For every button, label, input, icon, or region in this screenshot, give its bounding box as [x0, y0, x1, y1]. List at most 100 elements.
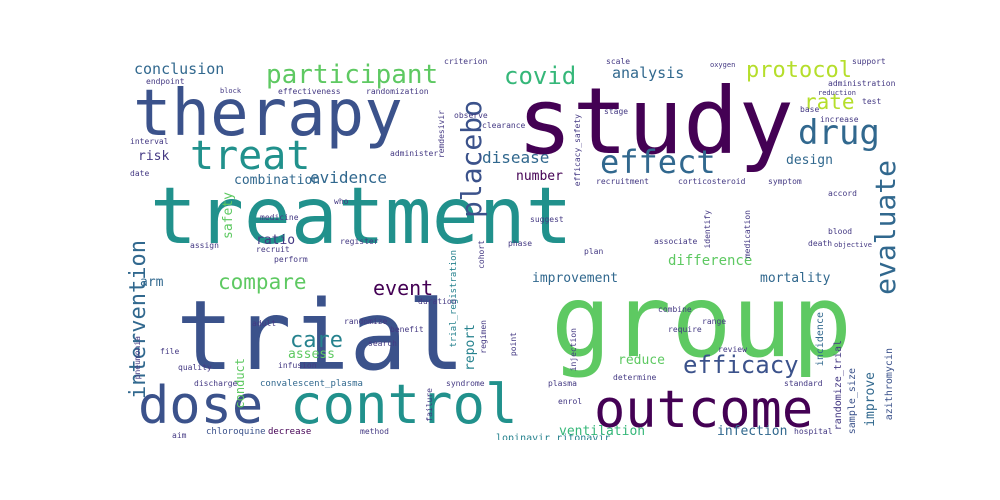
word-search: search [368, 339, 397, 348]
word-observe: observe [454, 111, 488, 120]
word-ventilation: ventilation [559, 424, 646, 439]
word-cloud: treatment trial study group therapy cont… [128, 50, 900, 440]
word-combination: combination [234, 173, 321, 188]
word-plasma: plasma [548, 379, 577, 388]
word-therapy: therapy [133, 77, 403, 151]
word-analysis: analysis [612, 64, 685, 82]
word-injection: injection [569, 328, 578, 372]
word-perform: perform [274, 255, 308, 264]
word-administer: administer [390, 149, 439, 158]
word-scale: scale [606, 57, 631, 66]
word-criterion: criterion [444, 57, 488, 66]
word-event: event [373, 276, 434, 300]
word-ratio: ratio [256, 233, 296, 248]
word-accord: accord [828, 189, 857, 198]
word-recruit: recruit [256, 245, 290, 254]
word-recruitment: recruitment [596, 177, 649, 186]
word-enrol: enrol [558, 397, 583, 406]
word-incidence: incidence [815, 312, 826, 367]
word-assess: assess [288, 347, 335, 362]
word-blood: blood [828, 227, 853, 236]
word-effect: effect [600, 143, 716, 181]
word-safety: safety [221, 192, 236, 239]
word-infection: infection [717, 424, 788, 439]
word-decrease: decrease [268, 427, 312, 437]
word-benefit: benefit [390, 325, 424, 334]
word-stage: stage [604, 107, 629, 116]
word-reduction: reduction [818, 89, 856, 97]
word-combine: combine [658, 305, 692, 314]
word-method: method [360, 427, 389, 436]
word-convalescent-plasma: convalescent_plasma [260, 379, 363, 389]
word-covid: covid [504, 62, 577, 90]
word-sample-size: sample_size [847, 368, 858, 435]
word-identify: identify [703, 210, 712, 249]
word-efficacy-safety: efficacy_safety [573, 114, 582, 187]
word-symptom: symptom [768, 177, 802, 186]
word-randomize-trial: randomize_trial [833, 340, 844, 431]
word-block: block [220, 87, 242, 95]
word-design: design [786, 153, 833, 168]
word-interval: interval [130, 137, 169, 146]
word-pneumonia: pneumonia [133, 336, 142, 380]
word-drug: drug [798, 113, 880, 153]
word-infusion: infusion [278, 361, 317, 370]
word-control: control [290, 373, 518, 436]
word-dose: dose [138, 376, 264, 436]
word-assign: assign [190, 241, 219, 250]
word-determine: determine [613, 373, 657, 382]
word-discharge: discharge [194, 379, 238, 388]
word-conclusion: conclusion [134, 60, 225, 78]
word-quality: quality [178, 363, 212, 372]
word-reduce: reduce [618, 353, 665, 368]
word-standard: standard [784, 379, 823, 388]
word-randomize: randomize [344, 317, 388, 326]
word-disease: disease [482, 148, 550, 167]
word-arm: arm [140, 275, 164, 290]
word-care: care [290, 328, 343, 353]
word-range: range [702, 317, 727, 326]
word-report: report [463, 324, 478, 371]
word-evaluate: evaluate [869, 160, 900, 295]
word-chloroquine: chloroquine [206, 427, 266, 437]
word-protocol: protocol [746, 58, 852, 83]
word-support: support [852, 57, 886, 66]
word-objective: objective [834, 241, 872, 249]
word-efficacy: efficacy [683, 351, 799, 379]
word-randomization: randomization [366, 87, 429, 96]
word-trial: trial [176, 280, 465, 392]
word-improvement: improvement [532, 271, 619, 286]
word-azithromycin: azithromycin [884, 348, 895, 421]
word-failure: failure [425, 388, 434, 422]
word-rate: rate [804, 90, 855, 114]
word-file: file [160, 347, 180, 356]
word-regimen: regimen [479, 320, 488, 354]
word-mortality: mortality [760, 271, 831, 286]
word-plan: plan [584, 247, 604, 256]
word-duration: duration [418, 297, 457, 306]
word-adult: adult [252, 319, 277, 328]
word-remdesivir: remdesivir [437, 110, 446, 159]
word-clearance: clearance [482, 121, 526, 130]
word-effectiveness: effectiveness [278, 87, 341, 96]
word-death: death [808, 239, 833, 248]
word-phase: phase [508, 239, 533, 248]
word-suggest: suggest [530, 215, 564, 224]
word-risk: risk [138, 149, 170, 164]
word-test: test [862, 97, 882, 106]
word-increase: increase [820, 115, 859, 124]
word-review: review [718, 345, 747, 354]
word-administration: administration [828, 79, 896, 88]
word-register: register [340, 237, 379, 246]
word-treat: treat [190, 133, 311, 179]
word-point: point [509, 332, 518, 357]
word-cohort: cohort [477, 240, 486, 269]
word-participant: participant [266, 60, 439, 90]
word-lopinavir-ritonavir: lopinavir_ritonavir [496, 433, 611, 441]
word-outcome: outcome [594, 380, 814, 440]
word-associate: associate [654, 237, 698, 246]
word-improve: improve [863, 372, 878, 427]
word-study: study [517, 68, 794, 175]
word-hospital: hospital [794, 427, 833, 436]
word-endpoint: endpoint [146, 77, 185, 86]
